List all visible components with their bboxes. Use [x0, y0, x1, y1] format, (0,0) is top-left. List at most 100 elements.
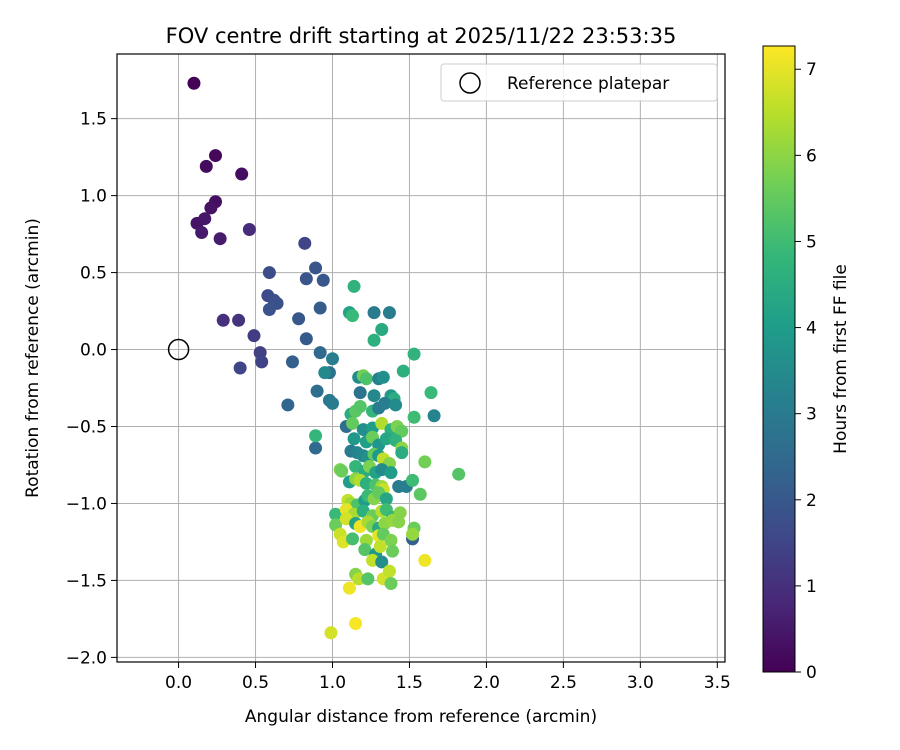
- data-point: [407, 410, 421, 424]
- data-point: [329, 507, 343, 521]
- colorbar: [762, 45, 796, 673]
- data-point: [375, 416, 389, 430]
- points-layer: [187, 76, 466, 640]
- y-tick-label: −0.5: [66, 417, 107, 437]
- data-point: [346, 532, 360, 546]
- data-point: [346, 309, 360, 323]
- colorbar-tick-label: 0: [806, 663, 817, 683]
- x-tick-label: 2.0: [473, 673, 500, 693]
- data-point: [204, 201, 218, 215]
- x-tick-label: 1.0: [319, 673, 346, 693]
- data-point: [313, 301, 327, 315]
- data-point: [367, 306, 381, 320]
- data-point: [216, 313, 230, 327]
- x-tick-label: 3.0: [627, 673, 654, 693]
- colorbar-tick-label: 2: [806, 491, 817, 511]
- data-point: [358, 543, 372, 557]
- colorbar-tick-label: 6: [806, 146, 817, 166]
- data-point: [386, 544, 400, 558]
- data-point: [262, 266, 276, 280]
- data-point: [375, 555, 389, 569]
- data-point: [418, 455, 432, 469]
- chart-title: FOV centre drift starting at 2025/11/22 …: [166, 24, 677, 48]
- x-tick-label: 0.5: [242, 673, 269, 693]
- data-point: [233, 361, 247, 375]
- data-point: [349, 617, 363, 631]
- data-point: [384, 576, 398, 590]
- data-point: [325, 396, 339, 410]
- legend: Reference platepar: [440, 63, 718, 102]
- data-point: [353, 399, 367, 413]
- data-point: [235, 167, 249, 181]
- y-tick-label: 0.5: [80, 264, 107, 284]
- y-tick-label: 1.0: [80, 187, 107, 207]
- data-point: [346, 416, 360, 430]
- x-tick-label: 2.5: [550, 673, 577, 693]
- data-point: [292, 312, 306, 326]
- data-point: [389, 398, 403, 412]
- colorbar-tick-label: 4: [806, 319, 817, 339]
- data-point: [395, 446, 409, 460]
- data-point: [375, 323, 389, 337]
- data-point: [384, 533, 398, 547]
- data-point: [242, 222, 256, 236]
- data-point: [187, 76, 201, 90]
- data-point: [325, 352, 339, 366]
- data-point: [310, 384, 324, 398]
- data-point: [413, 487, 427, 501]
- data-point: [195, 226, 209, 240]
- colorbar-ticks: 0 1 2 3 4 5 6 7: [795, 60, 817, 683]
- data-point: [395, 424, 409, 438]
- data-point: [198, 212, 212, 226]
- data-point: [376, 370, 390, 384]
- y-tick-label: −1.5: [66, 571, 107, 591]
- x-axis-label: Angular distance from reference (arcmin): [245, 707, 597, 727]
- data-point: [313, 346, 327, 360]
- y-tick-label: −2.0: [66, 648, 107, 668]
- data-point: [299, 332, 313, 346]
- data-point: [247, 329, 261, 343]
- plot-frame: [116, 53, 726, 663]
- data-point: [209, 149, 223, 163]
- data-point: [347, 279, 361, 293]
- data-point: [361, 572, 375, 586]
- data-point: [392, 515, 406, 529]
- data-point: [309, 441, 323, 455]
- legend-label: Reference platepar: [507, 74, 669, 94]
- data-point: [418, 553, 432, 567]
- data-point: [373, 540, 387, 554]
- data-point: [407, 347, 421, 361]
- data-point: [318, 366, 332, 380]
- data-point: [262, 303, 276, 317]
- colorbar-tick-label: 5: [806, 232, 817, 252]
- data-point: [406, 473, 420, 487]
- data-point: [213, 232, 227, 246]
- data-point: [382, 306, 396, 320]
- data-point: [359, 372, 373, 386]
- data-point: [379, 492, 393, 506]
- data-point: [232, 313, 246, 327]
- colorbar-tick-label: 7: [806, 60, 817, 80]
- data-point: [281, 398, 295, 412]
- data-point: [367, 389, 381, 403]
- data-point: [309, 261, 323, 275]
- data-point: [424, 386, 438, 400]
- x-tick-label: 3.5: [704, 673, 731, 693]
- data-point: [285, 355, 299, 369]
- grid-layer: [117, 54, 725, 662]
- data-point: [342, 581, 356, 595]
- data-point: [396, 364, 410, 378]
- data-point: [309, 429, 323, 443]
- colorbar-label: Hours from first FF file: [831, 264, 851, 454]
- y-tick-label: 1.5: [80, 110, 107, 130]
- data-point: [199, 159, 213, 173]
- colorbar-tick-label: 1: [806, 577, 817, 597]
- y-ticks: 1.5 1.0 0.5 0.0 −0.5 −1.0 −1.5 −2.0: [66, 110, 117, 668]
- colorbar-tick-label: 3: [806, 405, 817, 425]
- data-point: [255, 355, 269, 369]
- data-point: [406, 527, 420, 541]
- x-ticks: 0.0 0.5 1.0 1.5 2.0 2.5 3.0 3.5: [165, 662, 731, 693]
- data-point: [353, 386, 367, 400]
- data-point: [335, 464, 349, 478]
